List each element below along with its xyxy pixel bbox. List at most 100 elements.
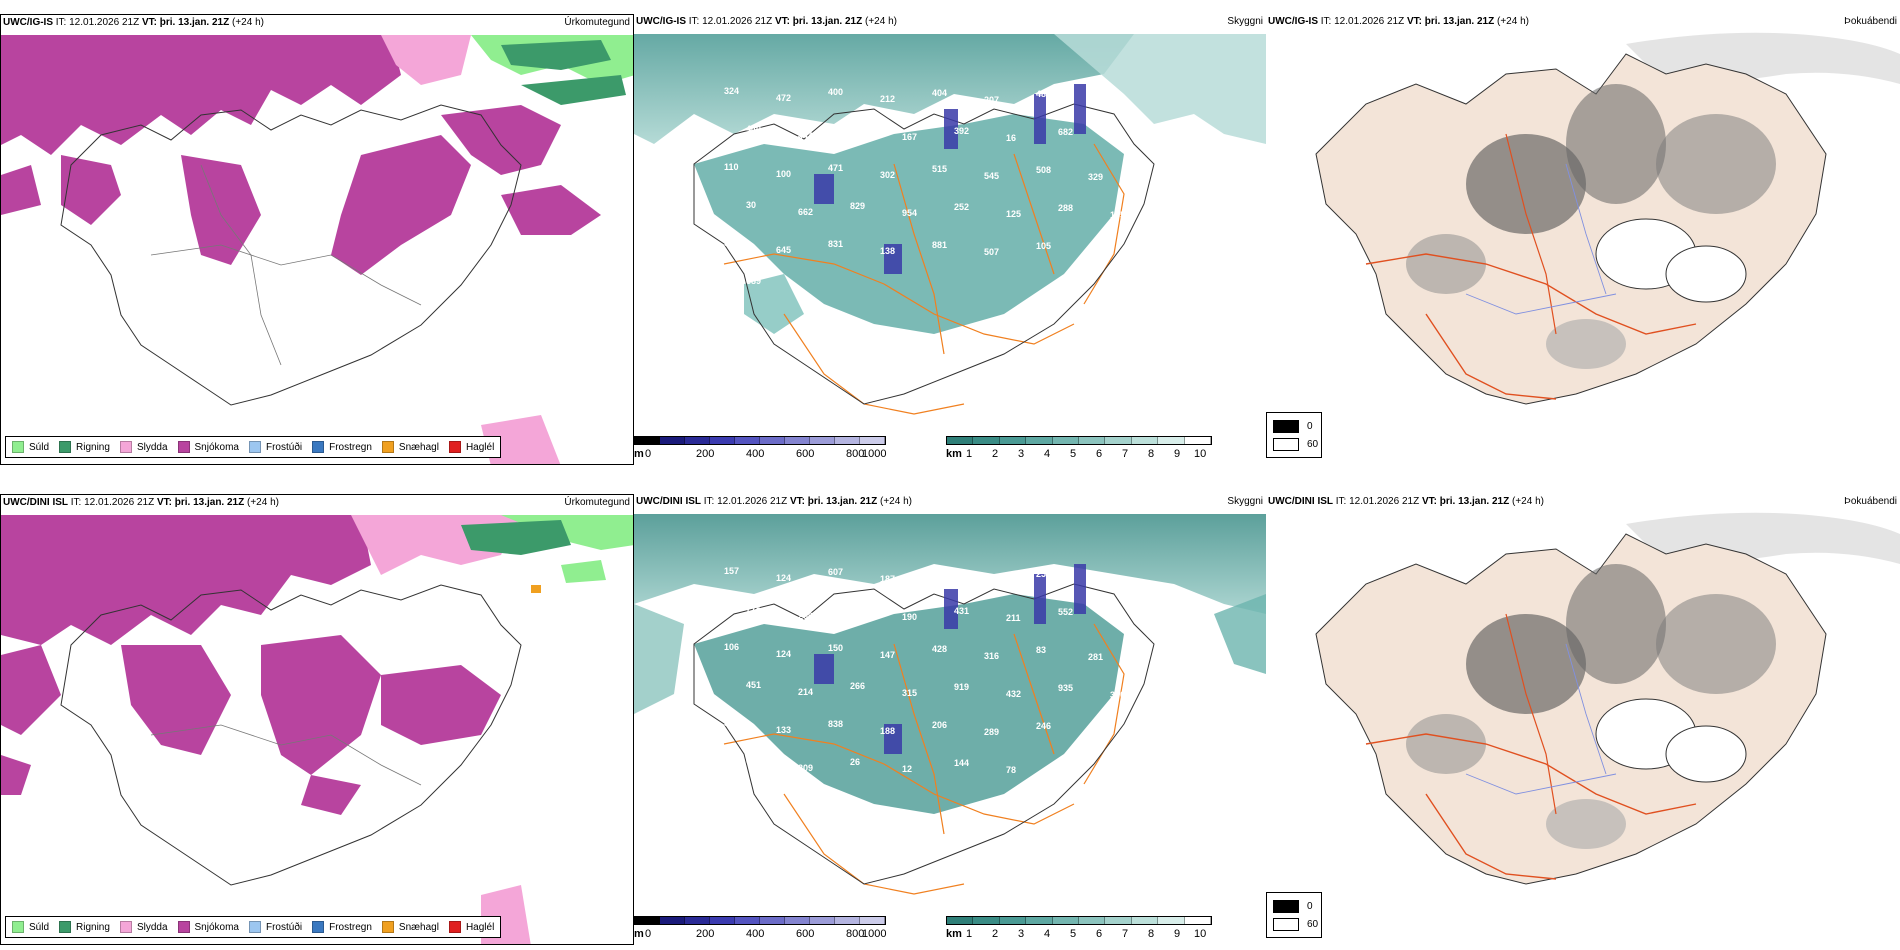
visibility-tick: 1 bbox=[966, 928, 973, 940]
height-colorbar: m 0 200 400 600 800 1000 bbox=[634, 436, 886, 462]
visibility-label: 16 bbox=[1006, 133, 1016, 143]
legend-item-graupel: Snæhagl bbox=[381, 441, 439, 453]
height-tick: 200 bbox=[696, 928, 715, 940]
panel-name: Þokuábendi bbox=[1844, 496, 1897, 507]
legend-item-freezing-rain: Frostregn bbox=[312, 921, 372, 933]
visibility-label: 209 bbox=[798, 611, 813, 621]
legend-item-hail: Haglél bbox=[448, 441, 494, 453]
panel-title: UWC/IG-IS IT: 12.01.2026 21Z VT: þri. 13… bbox=[636, 16, 897, 27]
panel-name: Skyggni bbox=[1227, 496, 1263, 507]
visibility-tick: 3 bbox=[1018, 928, 1025, 940]
visibility-label: 291 bbox=[1088, 576, 1103, 586]
visibility-label: 919 bbox=[954, 682, 969, 692]
cloud-map: 324 472 400 212 404 207 487 336 440 444 629 167 392 1… bbox=[634, 34, 1266, 415]
legend-item-sleet: Slydda bbox=[119, 441, 168, 453]
visibility-label: 100 bbox=[776, 169, 791, 179]
visibility-label: 124 bbox=[776, 649, 791, 659]
visibility-label: 190 bbox=[902, 612, 917, 622]
visibility-label: 472 bbox=[776, 93, 791, 103]
panel-title: UWC/DINI ISL IT: 12.01.2026 21Z VT: þri.… bbox=[1268, 496, 1544, 507]
visibility-label: 288 bbox=[1058, 203, 1073, 213]
cloud-panel-bottom: UWC/DINI ISL IT: 12.01.2026 21Z VT: þri.… bbox=[634, 494, 1266, 945]
legend-item-freezing-drizzle: Frostúði bbox=[248, 921, 302, 933]
visibility-tick: 2 bbox=[992, 928, 999, 940]
visibility-tick: 7 bbox=[1122, 448, 1129, 460]
visibility-label: 829 bbox=[850, 201, 865, 211]
panel-name: Þokuábendi bbox=[1844, 16, 1897, 27]
visibility-label: 838 bbox=[828, 719, 843, 729]
visibility-label: 444 bbox=[798, 131, 813, 141]
legend-item-sold: Súld bbox=[12, 441, 49, 453]
visibility-tick: 9 bbox=[1174, 928, 1181, 940]
panel-title: UWC/DINI ISL IT: 12.01.2026 21Z VT: þri.… bbox=[3, 497, 279, 508]
visibility-label: 404 bbox=[932, 88, 947, 98]
visibility-label: 252 bbox=[954, 202, 969, 212]
cloud-map: 157 124 607 187 84 242 250 291 775 209 118 190 431 21… bbox=[634, 514, 1266, 895]
visibility-label: 26 bbox=[850, 757, 860, 767]
visibility-label: 124 bbox=[776, 573, 791, 583]
visibility-label: 400 bbox=[828, 87, 843, 97]
height-unit: m bbox=[634, 448, 644, 460]
visibility-label: 515 bbox=[932, 164, 947, 174]
height-tick: 600 bbox=[796, 448, 815, 460]
visibility-tick: 3 bbox=[1018, 448, 1025, 460]
panel-name: Skyggni bbox=[1227, 16, 1263, 27]
cloud-panel-top: UWC/IG-IS IT: 12.01.2026 21Z VT: þri. 13… bbox=[634, 14, 1266, 465]
height-tick: 800 bbox=[846, 448, 865, 460]
visibility-tick: 5 bbox=[1070, 448, 1077, 460]
visibility-label: 552 bbox=[1058, 607, 1073, 617]
fog-high-label: 60 bbox=[1307, 919, 1319, 930]
fog-panel-bottom: UWC/DINI ISL IT: 12.01.2026 21Z VT: þri.… bbox=[1266, 494, 1900, 945]
visibility-label: 187 bbox=[880, 574, 895, 584]
legend-item-freezing-drizzle: Frostúði bbox=[248, 441, 302, 453]
visibility-label: 507 bbox=[984, 247, 999, 257]
visibility-label: 302 bbox=[880, 170, 895, 180]
visibility-label: 329 bbox=[1088, 172, 1103, 182]
visibility-label: 508 bbox=[1036, 165, 1051, 175]
visibility-label: 125 bbox=[1006, 209, 1021, 219]
height-tick: 0 bbox=[645, 448, 652, 460]
legend-item-snow: Snjókoma bbox=[177, 921, 239, 933]
visibility-label: 514 bbox=[724, 238, 739, 248]
visibility-tick: 2 bbox=[992, 448, 999, 460]
legend-item-snow: Snjókoma bbox=[177, 441, 239, 453]
visibility-colorbar: km 1 2 3 4 5 6 7 8 9 10 bbox=[946, 436, 1212, 462]
visibility-label: 289 bbox=[984, 727, 999, 737]
visibility-label: 432 bbox=[1006, 689, 1021, 699]
visibility-tick: 7 bbox=[1122, 928, 1129, 940]
visibility-label: 242 bbox=[984, 575, 999, 585]
fog-high-label: 60 bbox=[1307, 439, 1319, 450]
precip-legend: Súld Rigning Slydda Snjókoma Frostúði Fr… bbox=[5, 916, 502, 938]
visibility-tick: 10 bbox=[1194, 928, 1207, 940]
panel-title: UWC/IG-IS IT: 12.01.2026 21Z VT: þri. 13… bbox=[3, 17, 264, 28]
height-tick: 400 bbox=[746, 448, 765, 460]
visibility-label: 451 bbox=[746, 680, 761, 690]
visibility-tick: 4 bbox=[1044, 928, 1051, 940]
fog-map bbox=[1315, 32, 1900, 405]
visibility-label: 84 bbox=[932, 568, 942, 578]
visibility-label: 246 bbox=[1036, 721, 1051, 731]
visibility-unit: km bbox=[946, 928, 962, 940]
visibility-label: 281 bbox=[1088, 652, 1103, 662]
visibility-label: 428 bbox=[932, 644, 947, 654]
fog-scale-box-bottom: 0 60 bbox=[1266, 892, 1322, 938]
visibility-label: 83 bbox=[1036, 645, 1046, 655]
visibility-label: 211 bbox=[1006, 613, 1021, 623]
visibility-label: 487 bbox=[1036, 89, 1051, 99]
visibility-labels: 324 472 400 212 404 207 487 336 440 444 629 167 392 1… bbox=[724, 86, 1125, 286]
panel-title: UWC/IG-IS IT: 12.01.2026 21Z VT: þri. 13… bbox=[1268, 16, 1529, 27]
height-tick: 0 bbox=[645, 928, 652, 940]
visibility-label: 110 bbox=[724, 162, 739, 172]
visibility-label: 954 bbox=[902, 208, 917, 218]
visibility-label: 431 bbox=[954, 606, 969, 616]
visibility-tick: 9 bbox=[1174, 448, 1181, 460]
visibility-label: 133 bbox=[776, 725, 791, 735]
visibility-label: 316 bbox=[984, 651, 999, 661]
visibility-label: 440 bbox=[746, 124, 761, 134]
visibility-tick: 6 bbox=[1096, 928, 1103, 940]
visibility-label: 250 bbox=[1036, 569, 1051, 579]
panel-name: Úrkomutegund bbox=[564, 497, 630, 508]
visibility-label: 214 bbox=[798, 687, 813, 697]
precip-panel-bottom: UWC/DINI ISL IT: 12.01.2026 21Z VT: þri.… bbox=[0, 494, 634, 945]
visibility-label: 753 bbox=[1088, 728, 1103, 738]
